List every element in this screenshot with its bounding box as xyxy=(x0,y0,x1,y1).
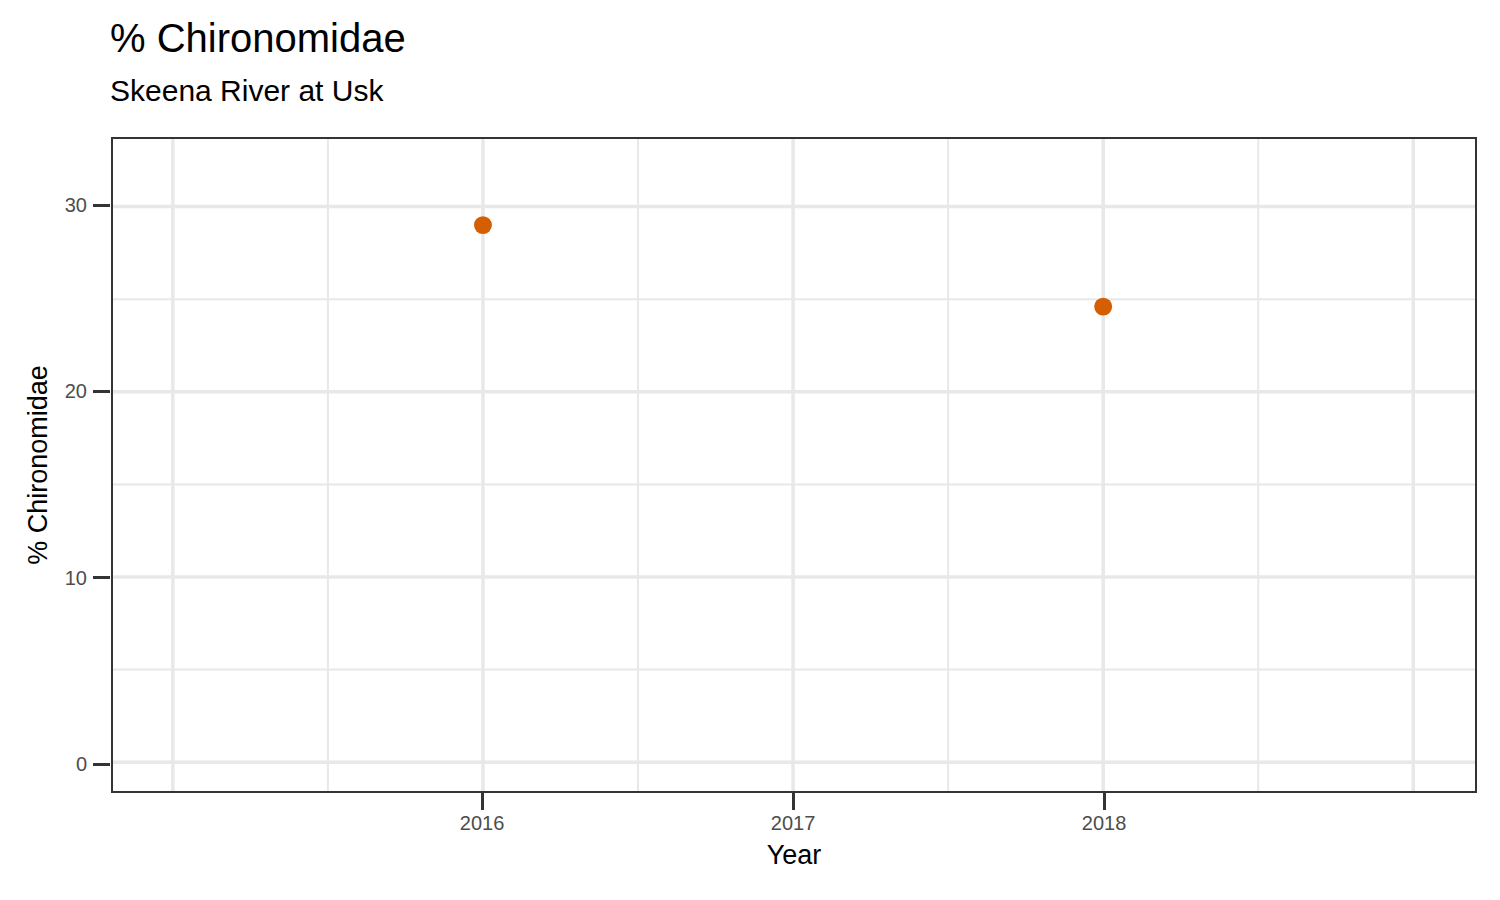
y-tick-mark xyxy=(93,390,110,393)
x-tick-label: 2018 xyxy=(1054,812,1154,834)
x-axis-title: Year xyxy=(111,840,1477,871)
x-tick-label: 2017 xyxy=(743,812,843,834)
y-axis-title: % Chironomidae xyxy=(23,365,54,565)
x-tick-label: 2016 xyxy=(432,812,532,834)
plot-panel xyxy=(111,137,1477,793)
x-tick-mark xyxy=(1103,793,1106,810)
chart-title: % Chironomidae xyxy=(110,16,406,61)
plot-canvas xyxy=(113,139,1475,791)
data-point xyxy=(474,216,492,234)
y-tick-label: 10 xyxy=(0,567,87,589)
y-tick-mark xyxy=(93,576,110,579)
chart-subtitle: Skeena River at Usk xyxy=(110,74,383,108)
y-tick-label: 0 xyxy=(0,753,87,775)
y-tick-mark xyxy=(93,763,110,766)
chart-figure: % Chironomidae Skeena River at Usk 0 10 20… xyxy=(0,0,1500,900)
x-tick-mark xyxy=(481,793,484,810)
y-tick-label: 30 xyxy=(0,194,87,216)
data-point xyxy=(1094,298,1112,316)
x-tick-mark xyxy=(792,793,795,810)
y-tick-mark xyxy=(93,204,110,207)
